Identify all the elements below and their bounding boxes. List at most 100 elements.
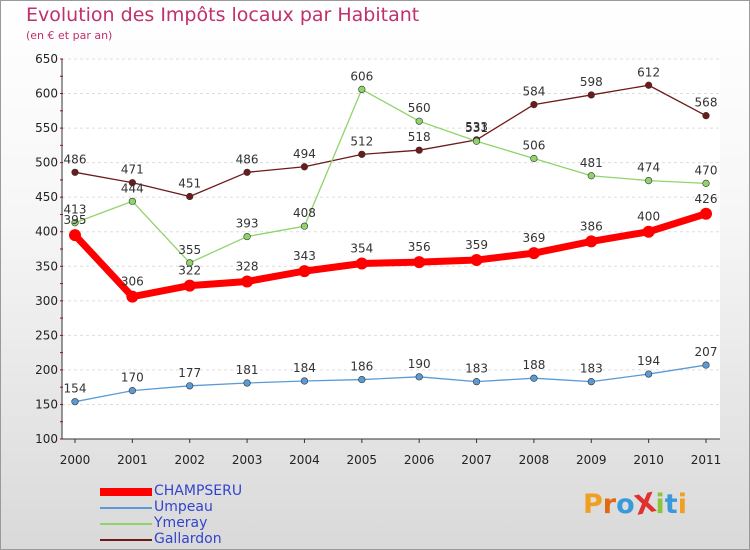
data-point-gallardon xyxy=(71,168,79,176)
data-label-champseru: 400 xyxy=(637,210,660,224)
data-point-champseru xyxy=(470,254,483,267)
data-label-champseru: 322 xyxy=(178,264,201,278)
x-tick-label: 2010 xyxy=(633,453,664,467)
data-point-champseru xyxy=(355,257,368,270)
data-point-umpeau xyxy=(530,374,538,382)
data-point-gallardon xyxy=(415,146,423,154)
data-point-champseru xyxy=(241,275,254,288)
data-label-gallardon: 486 xyxy=(236,152,259,166)
data-label-ymeray: 408 xyxy=(293,206,316,220)
data-label-umpeau: 183 xyxy=(580,362,603,376)
plot-area xyxy=(62,59,720,439)
data-label-champseru: 359 xyxy=(465,238,488,252)
y-tick-label: 400 xyxy=(35,225,58,239)
data-point-ymeray xyxy=(128,197,136,205)
y-tick-label: 500 xyxy=(35,156,58,170)
data-label-ymeray: 470 xyxy=(695,163,718,177)
data-label-champseru: 386 xyxy=(580,219,603,233)
legend-swatch xyxy=(100,523,152,525)
data-point-champseru xyxy=(298,265,311,278)
data-label-gallardon: 486 xyxy=(64,152,87,166)
data-point-umpeau xyxy=(71,398,79,406)
data-point-ymeray xyxy=(415,117,423,125)
data-label-gallardon: 451 xyxy=(178,176,201,190)
data-label-champseru: 343 xyxy=(293,249,316,263)
data-label-umpeau: 188 xyxy=(522,358,545,372)
legend-label: CHAMPSERU xyxy=(154,483,243,499)
legend-swatch xyxy=(100,507,152,509)
legend-swatch xyxy=(100,539,152,541)
data-point-umpeau xyxy=(243,379,251,387)
x-tick-label: 2011 xyxy=(691,453,722,467)
y-tick-label: 300 xyxy=(35,294,58,308)
data-point-umpeau xyxy=(186,382,194,390)
logo-letter: i xyxy=(677,489,687,520)
data-point-umpeau xyxy=(587,378,595,386)
data-point-gallardon xyxy=(300,163,309,171)
data-point-gallardon xyxy=(128,179,136,187)
data-point-gallardon xyxy=(243,168,251,176)
x-tick-label: 2008 xyxy=(519,453,550,467)
x-tick-label: 2009 xyxy=(576,453,607,467)
data-point-gallardon xyxy=(645,81,653,89)
logo-letter: o xyxy=(616,489,635,520)
x-tick-label: 2006 xyxy=(404,453,435,467)
logo-letter: r xyxy=(602,489,617,520)
data-label-ymeray: 393 xyxy=(236,217,259,231)
series-line-gallardon xyxy=(74,84,707,198)
data-point-ymeray xyxy=(358,85,366,93)
data-label-umpeau: 183 xyxy=(465,362,488,376)
data-point-umpeau xyxy=(415,373,423,381)
data-label-gallardon: 494 xyxy=(293,147,316,161)
x-tick-label: 2001 xyxy=(117,453,148,467)
logo-letter: i xyxy=(655,489,665,520)
data-point-ymeray xyxy=(645,177,653,185)
data-label-ymeray: 474 xyxy=(637,161,660,175)
y-tick-label: 250 xyxy=(35,328,58,342)
data-point-ymeray xyxy=(702,179,710,187)
y-tick-label: 200 xyxy=(35,363,58,377)
x-tick-label: 2002 xyxy=(174,453,205,467)
logo-letter: P xyxy=(583,489,603,520)
data-point-ymeray xyxy=(186,259,194,267)
y-tick-label: 550 xyxy=(35,121,58,135)
data-label-ymeray: 413 xyxy=(64,203,87,217)
data-label-champseru: 395 xyxy=(64,213,87,227)
chart-title: Evolution des Impôts locaux par Habitant xyxy=(26,4,420,26)
y-tick-label: 600 xyxy=(35,87,58,101)
data-point-ymeray xyxy=(243,232,251,241)
data-label-umpeau: 194 xyxy=(637,354,660,368)
data-point-champseru xyxy=(700,207,712,220)
data-label-champseru: 354 xyxy=(350,242,373,256)
data-point-gallardon xyxy=(358,150,366,158)
data-point-champseru xyxy=(69,229,81,242)
data-label-gallardon: 512 xyxy=(350,134,373,148)
data-point-ymeray xyxy=(300,222,309,230)
data-point-gallardon xyxy=(530,100,538,109)
data-label-umpeau: 154 xyxy=(64,382,87,396)
logo-letter: t xyxy=(664,489,678,520)
data-point-ymeray xyxy=(71,219,79,227)
data-label-ymeray: 481 xyxy=(580,156,603,170)
x-tick-label: 2003 xyxy=(232,453,263,467)
data-label-ymeray: 560 xyxy=(408,101,431,115)
data-point-umpeau xyxy=(128,387,136,395)
data-point-ymeray xyxy=(472,137,481,145)
data-point-umpeau xyxy=(645,370,653,378)
data-label-champseru: 328 xyxy=(236,259,259,273)
data-point-ymeray xyxy=(530,154,538,163)
legend-label: Gallardon xyxy=(154,531,222,547)
data-label-champseru: 369 xyxy=(522,231,545,245)
x-tick-label: 2007 xyxy=(461,453,492,467)
data-label-gallardon: 584 xyxy=(522,85,545,99)
data-label-ymeray: 606 xyxy=(350,69,373,83)
x-tick-label: 2004 xyxy=(289,453,320,467)
data-label-champseru: 356 xyxy=(408,240,431,254)
y-tick-label: 150 xyxy=(35,397,58,411)
data-label-umpeau: 170 xyxy=(121,371,144,385)
series-line-umpeau xyxy=(74,364,707,403)
data-label-gallardon: 568 xyxy=(695,96,718,110)
data-label-umpeau: 207 xyxy=(695,345,718,359)
data-point-umpeau xyxy=(300,377,309,385)
data-label-gallardon: 533 xyxy=(465,120,488,134)
